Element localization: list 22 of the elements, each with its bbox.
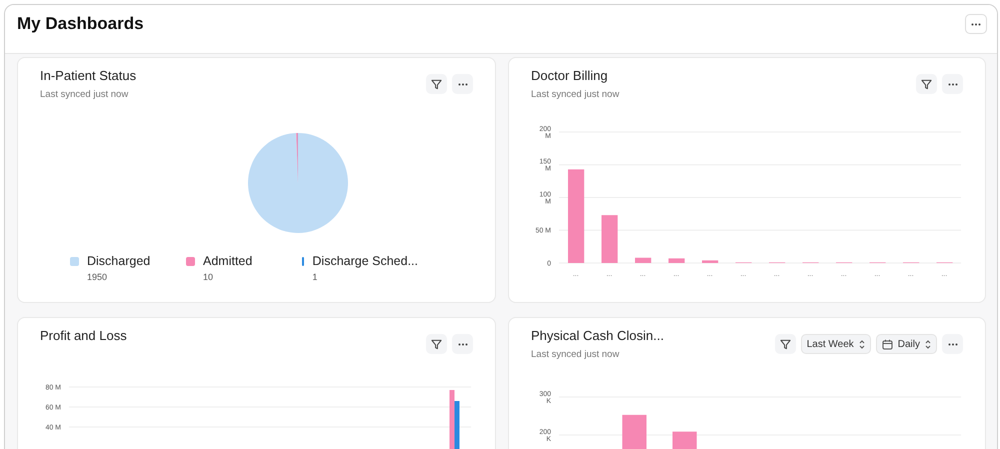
chart-subtitle: Last synced just now <box>531 89 620 100</box>
pie-slice <box>248 133 348 233</box>
bar <box>668 258 685 263</box>
legend-label: Discharge Sched... <box>312 254 418 268</box>
text: Last Week <box>806 338 854 350</box>
chart-title: Doctor Billing <box>531 68 608 83</box>
text: My Dashboards <box>17 14 144 34</box>
chart-title: Physical Cash Closin... <box>531 328 664 343</box>
chart-title: In-Patient Status <box>40 68 136 83</box>
bar <box>635 258 652 263</box>
bar <box>602 215 618 263</box>
chart-title: Profit and Loss <box>40 328 127 343</box>
chart-subtitle: Last synced just now <box>40 89 128 100</box>
data-label: 1950 <box>87 272 108 282</box>
data-label: 1 <box>312 272 318 282</box>
text: Daily <box>898 338 920 350</box>
legend-label: Admitted <box>203 254 252 268</box>
data-label: 10 <box>203 272 214 282</box>
bar <box>568 169 584 263</box>
legend-label: Discharged <box>87 254 150 268</box>
chart-subtitle: Last synced just now <box>531 349 620 360</box>
bar <box>702 260 718 263</box>
